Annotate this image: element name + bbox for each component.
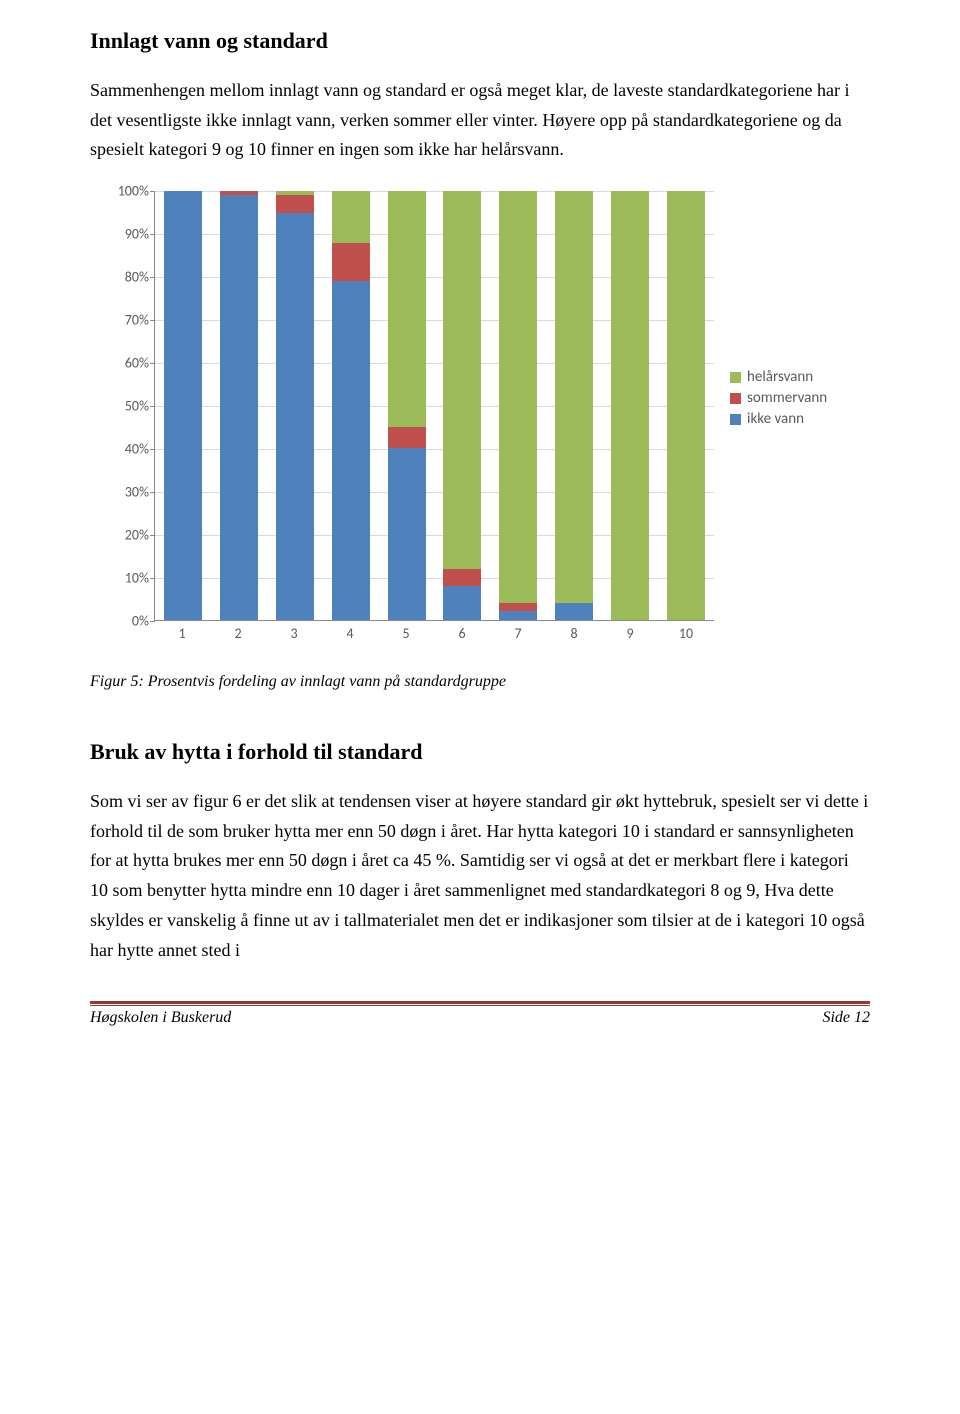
section1-title: Innlagt vann og standard xyxy=(90,28,870,54)
bar xyxy=(164,191,202,620)
legend-swatch xyxy=(730,393,741,404)
bar-segment-hel xyxy=(276,191,314,195)
legend-swatch xyxy=(730,414,741,425)
bar-segment-sommer xyxy=(332,243,370,282)
x-tick-label: 1 xyxy=(163,625,201,642)
bar xyxy=(388,191,426,620)
legend-label: helårsvann xyxy=(747,368,813,386)
legend-item: ikke vann xyxy=(730,410,827,428)
footer-right: Side 12 xyxy=(822,1009,870,1027)
bar-segment-hel xyxy=(499,191,537,603)
y-tick-label: 10% xyxy=(125,570,155,587)
x-tick-label: 3 xyxy=(275,625,313,642)
bar xyxy=(611,191,649,620)
y-tick-label: 60% xyxy=(125,355,155,372)
x-tick-label: 9 xyxy=(611,625,649,642)
bar-segment-ikke xyxy=(443,586,481,620)
chart-x-labels: 1 2 3 4 5 6 7 8 9 10 xyxy=(154,625,714,642)
bar xyxy=(220,191,258,620)
bar-segment-ikke xyxy=(555,603,593,620)
y-tick-label: 50% xyxy=(125,398,155,415)
bar-segment-hel xyxy=(332,191,370,242)
x-tick-label: 8 xyxy=(555,625,593,642)
chart-plot-area: 0%10%20%30%40%50%60%70%80%90%100% xyxy=(154,191,714,621)
chart-legend: helårsvann sommervann ikke vann xyxy=(730,368,827,431)
bars-container xyxy=(155,191,714,620)
bar-segment-sommer xyxy=(499,603,537,612)
bar-segment-sommer xyxy=(443,569,481,586)
bar-segment-hel xyxy=(555,191,593,603)
x-tick-label: 7 xyxy=(499,625,537,642)
y-tick-label: 0% xyxy=(132,613,155,630)
y-tick-label: 40% xyxy=(125,441,155,458)
y-tick-label: 80% xyxy=(125,269,155,286)
section2-title: Bruk av hytta i forhold til standard xyxy=(90,739,870,765)
legend-label: sommervann xyxy=(747,389,827,407)
y-tick-label: 70% xyxy=(125,312,155,329)
bar xyxy=(332,191,370,620)
legend-label: ikke vann xyxy=(747,410,804,428)
y-tick-label: 30% xyxy=(125,484,155,501)
y-tick-label: 90% xyxy=(125,226,155,243)
legend-item: sommervann xyxy=(730,389,827,407)
bar-segment-hel xyxy=(611,191,649,620)
bar xyxy=(276,191,314,620)
legend-item: helårsvann xyxy=(730,368,827,386)
x-tick-label: 2 xyxy=(219,625,257,642)
bar-segment-ikke xyxy=(499,611,537,620)
footer-left: Høgskolen i Buskerud xyxy=(90,1009,231,1027)
legend-swatch xyxy=(730,372,741,383)
bar xyxy=(443,191,481,620)
bar-segment-ikke xyxy=(332,281,370,620)
section2-paragraph: Som vi ser av figur 6 er det slik at ten… xyxy=(90,787,870,965)
section1-paragraph: Sammenhengen mellom innlagt vann og stan… xyxy=(90,76,870,165)
bar-segment-ikke xyxy=(276,213,314,621)
y-tick-label: 20% xyxy=(125,527,155,544)
bar xyxy=(667,191,705,620)
bar-segment-ikke xyxy=(220,195,258,620)
bar-segment-sommer xyxy=(220,191,258,195)
bar-segment-hel xyxy=(667,191,705,620)
figure-caption: Figur 5: Prosentvis fordeling av innlagt… xyxy=(90,673,870,691)
bar-segment-ikke xyxy=(388,448,426,620)
bar-segment-ikke xyxy=(164,191,202,620)
bar-segment-sommer xyxy=(276,195,314,212)
x-tick-label: 4 xyxy=(331,625,369,642)
x-tick-label: 6 xyxy=(443,625,481,642)
bar-segment-hel xyxy=(443,191,481,569)
y-tick-label: 100% xyxy=(118,183,155,200)
bar xyxy=(555,191,593,620)
bar xyxy=(499,191,537,620)
bar-segment-hel xyxy=(388,191,426,427)
bar-segment-sommer xyxy=(388,427,426,448)
page-footer: Høgskolen i Buskerud Side 12 xyxy=(90,1001,870,1027)
x-tick-label: 10 xyxy=(667,625,705,642)
x-tick-label: 5 xyxy=(387,625,425,642)
stacked-bar-chart: 0%10%20%30%40%50%60%70%80%90%100% 123456… xyxy=(90,183,870,663)
